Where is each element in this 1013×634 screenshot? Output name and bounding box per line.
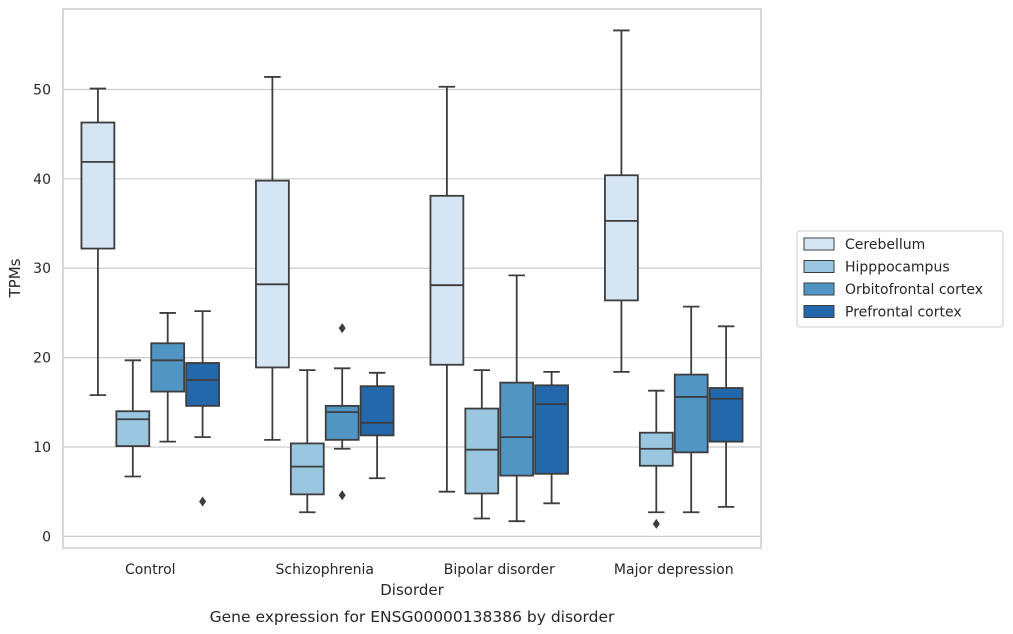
box-2-3 [534, 371, 569, 505]
y-axis-label: TPMs [6, 258, 24, 298]
x-tick-label: Control [125, 562, 176, 578]
legend-label: Orbitofrontal cortex [845, 282, 983, 298]
box-iqr [359, 385, 395, 437]
box-iqr [255, 179, 290, 369]
box-iqr [289, 442, 325, 496]
box-iqr [115, 410, 151, 447]
box-iqr [464, 407, 500, 495]
box-2-0 [429, 85, 465, 493]
box-0-1 [115, 359, 151, 478]
x-tick-label: Schizophrenia [276, 562, 374, 578]
box-3-1 [638, 389, 674, 529]
box-1-0 [255, 76, 290, 441]
box-iqr [185, 362, 220, 407]
legend-item: Prefrontal cortex [803, 305, 962, 321]
y-axis-ticks: 0 10 20 30 40 50 [33, 82, 51, 545]
box-iqr [80, 121, 116, 250]
box-iqr [673, 373, 709, 454]
x-tick-label: Bipolar disorder [444, 562, 555, 578]
x-axis-label: Disorder [380, 581, 444, 599]
legend-swatch [803, 305, 835, 318]
y-tick-label: 0 [42, 529, 51, 545]
legend-frame [796, 230, 1004, 328]
legend-swatch [803, 282, 835, 296]
legend-item: Hipppocampus [803, 260, 950, 276]
box-1-3 [359, 371, 395, 480]
legend-swatch [803, 237, 835, 251]
y-tick-label: 20 [33, 351, 51, 367]
boxes [80, 29, 744, 529]
legend-item: Cerebellum [803, 237, 925, 253]
legend: Cerebellum Hipppocampus Orbitofrontal cort… [796, 230, 1004, 328]
outlier-point [199, 496, 207, 507]
box-iqr [150, 342, 186, 393]
legend-label: Cerebellum [845, 237, 925, 253]
box-2-1 [464, 369, 500, 520]
outlier-point [338, 490, 346, 501]
box-0-3 [185, 310, 220, 507]
box-3-0 [604, 29, 639, 373]
box-iqr [534, 384, 569, 475]
box-2-2 [499, 274, 535, 523]
y-tick-label: 50 [33, 82, 51, 98]
box-iqr [324, 404, 360, 441]
box-iqr [604, 174, 639, 302]
y-tick-label: 30 [33, 261, 51, 277]
y-tick-label: 10 [33, 440, 51, 456]
box-0-0 [80, 87, 116, 397]
box-iqr [429, 194, 465, 366]
box-1-2 [324, 323, 360, 501]
box-iqr [708, 387, 744, 443]
box-3-3 [708, 325, 744, 508]
x-tick-label: Major depression [614, 562, 734, 578]
legend-swatch [803, 260, 835, 273]
outlier-point [652, 518, 660, 529]
box-iqr [499, 381, 535, 477]
box-3-2 [673, 305, 709, 514]
y-tick-label: 40 [33, 172, 51, 188]
legend-item: Orbitofrontal cortex [803, 282, 983, 298]
legend-label: Prefrontal cortex [845, 305, 962, 321]
outlier-point [338, 323, 346, 334]
legend-label: Hipppocampus [845, 260, 950, 276]
x-axis-ticks: Control Schizophrenia Bipolar disorder Majo… [125, 562, 734, 578]
plot-frame [62, 8, 762, 549]
box-0-2 [150, 312, 186, 443]
chart-caption: Gene expression for ENSG00000138386 by d… [210, 608, 615, 626]
box-1-1 [289, 369, 325, 514]
